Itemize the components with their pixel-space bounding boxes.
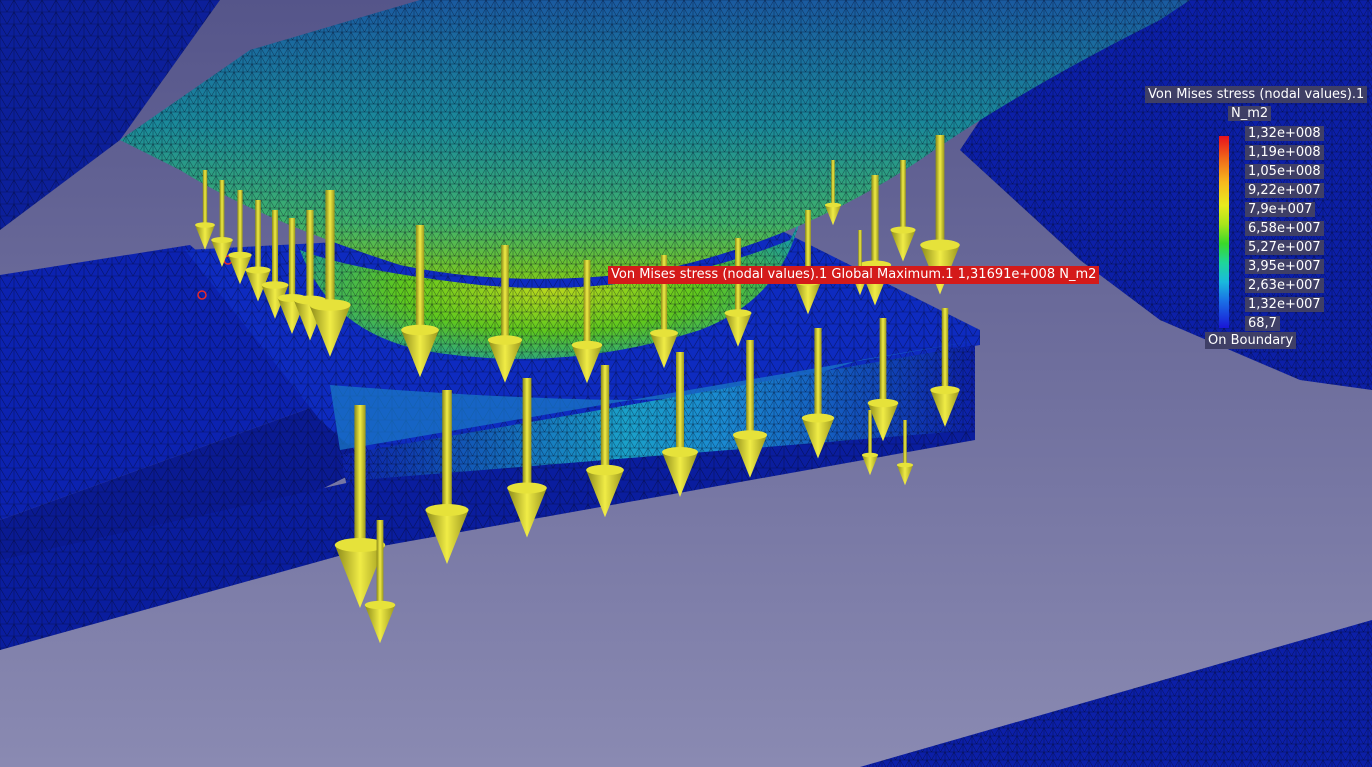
legend-value: 1,32e+007: [1245, 295, 1325, 314]
stress-legend[interactable]: Von Mises stress (nodal values).1 N_m2 1…: [1145, 86, 1368, 356]
legend-value: 7,9e+007: [1245, 200, 1325, 219]
marker-icon: [197, 290, 207, 300]
legend-value: 3,95e+007: [1245, 257, 1325, 276]
legend-value: 9,22e+007: [1245, 181, 1325, 200]
legend-color-bar: [1219, 136, 1229, 328]
legend-value: 1,05e+008: [1245, 162, 1325, 181]
legend-value: 68,7: [1245, 314, 1325, 333]
legend-value: 6,58e+007: [1245, 219, 1325, 238]
legend-unit: N_m2: [1228, 106, 1272, 121]
legend-value: 2,63e+007: [1245, 276, 1325, 295]
legend-value: 1,32e+008: [1245, 124, 1325, 143]
global-maximum-label[interactable]: Von Mises stress (nodal values).1 Global…: [608, 266, 1100, 284]
legend-title: Von Mises stress (nodal values).1: [1145, 86, 1368, 103]
legend-values: 1,32e+008 1,19e+008 1,05e+008 9,22e+007 …: [1245, 124, 1325, 333]
legend-footer: On Boundary: [1205, 332, 1297, 349]
legend-value: 5,27e+007: [1245, 238, 1325, 257]
legend-value: 1,19e+008: [1245, 143, 1325, 162]
